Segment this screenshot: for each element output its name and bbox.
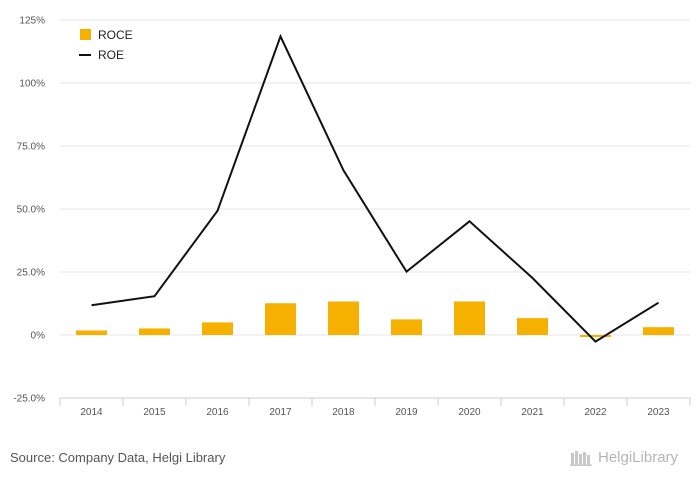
x-tick-label: 2014 (80, 407, 103, 418)
roce-bar (76, 330, 107, 335)
x-tick-label: 2016 (206, 407, 229, 418)
legend: ROCE ROE (79, 28, 133, 62)
source-note: Source: Company Data, Helgi Library (10, 450, 226, 465)
roce-bar (328, 301, 359, 335)
brand-logo: HelgiLibrary (570, 449, 678, 466)
y-tick-label: 125% (19, 16, 45, 27)
y-tick-label: 25.0% (17, 268, 45, 279)
x-tick-label: 2022 (584, 407, 607, 418)
x-tick-label: 2018 (332, 407, 355, 418)
x-axis: 2014 2015 2016 2017 2018 2019 2020 2021 2022 2023 (59, 397, 691, 418)
roce-bars (76, 301, 674, 338)
roce-bar (391, 319, 422, 335)
chart: -25.0% 0% 25.0% 50.0% 75.0% 100% 125% 2014 2015… (13, 16, 691, 418)
y-tick-label: 75.0% (17, 142, 45, 153)
y-tick-label: 0% (31, 331, 46, 342)
brand-name: HelgiLibrary (598, 449, 679, 466)
legend-swatch-roce (80, 29, 91, 40)
roe-line (91, 33, 660, 343)
y-tick-label: 100% (19, 79, 45, 90)
roce-bar (265, 303, 296, 335)
y-tick-label: -25.0% (13, 394, 45, 405)
roce-bar (643, 327, 674, 335)
x-tick-label: 2017 (269, 407, 292, 418)
x-tick-label: 2021 (521, 407, 544, 418)
x-tick-label: 2023 (647, 407, 670, 418)
roce-bar (202, 322, 233, 335)
x-tick-label: 2020 (458, 407, 481, 418)
roce-bar (580, 335, 611, 338)
roce-bar (517, 318, 548, 335)
x-tick-label: 2019 (395, 407, 418, 418)
legend-label-roe: ROE (98, 48, 124, 62)
x-tick-label: 2015 (143, 407, 166, 418)
y-axis: -25.0% 0% 25.0% 50.0% 75.0% 100% 125% (13, 16, 45, 405)
legend-label-roce: ROCE (98, 28, 133, 42)
roce-bar (139, 328, 170, 335)
y-tick-label: 50.0% (17, 205, 45, 216)
roce-bar (454, 301, 485, 335)
library-icon (570, 450, 592, 466)
